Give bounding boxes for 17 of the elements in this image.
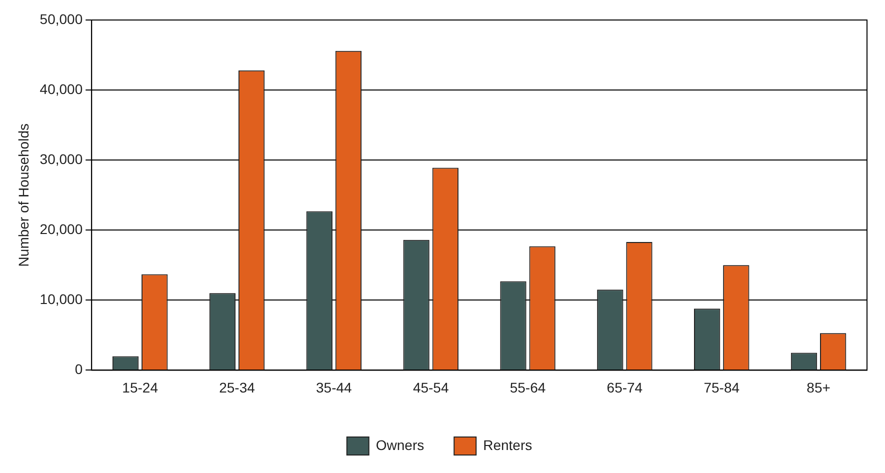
- legend-label: Renters: [483, 436, 532, 453]
- y-tick-label: 0: [74, 361, 83, 378]
- x-tick-label: 85+: [806, 379, 830, 396]
- y-tick-label: 50,000: [40, 10, 83, 27]
- y-axis-title: Number of Households: [15, 124, 32, 267]
- x-tick-label: 55-64: [510, 379, 546, 396]
- x-tick-label: 75-84: [704, 379, 740, 396]
- legend-label: Owners: [376, 436, 424, 453]
- y-tick-label: 30,000: [40, 150, 83, 167]
- x-tick-label: 15-24: [122, 379, 158, 396]
- x-tick-label: 65-74: [606, 379, 643, 396]
- y-tick-label: 20,000: [40, 220, 83, 237]
- x-tick-label: 45-54: [412, 379, 449, 396]
- x-tick-label: 35-44: [316, 379, 352, 396]
- y-tick-label: 10,000: [40, 291, 83, 308]
- y-tick-label: 40,000: [40, 80, 83, 97]
- x-tick-label: 25-34: [219, 379, 256, 396]
